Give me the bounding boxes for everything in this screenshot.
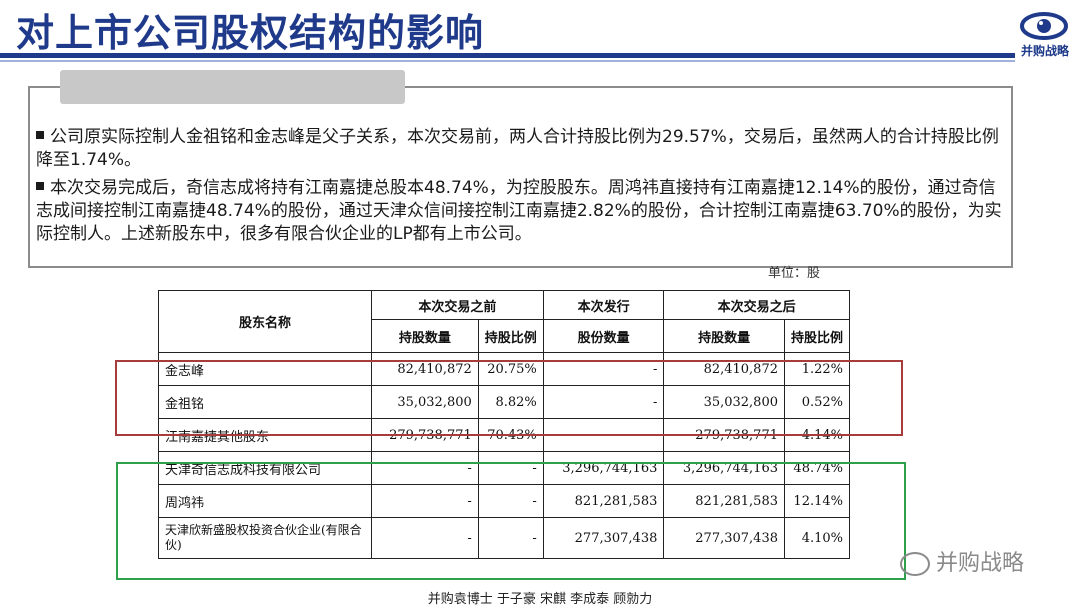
header-before-shares: 持股数量 (371, 319, 479, 353)
cell-after-shares: 277,307,438 (663, 517, 785, 559)
unit-label: 单位：股 (768, 266, 821, 281)
cell-after-shares: 821,281,583 (663, 484, 785, 518)
title-underline-thin (0, 60, 1015, 62)
header-before: 本次交易之前 (371, 290, 544, 320)
wechat-icon (900, 552, 930, 576)
cell-before-shares: - (371, 517, 479, 559)
cell-after-ratio: 1.22% (784, 352, 850, 386)
page-title: 对上市公司股权结构的影响 (16, 11, 485, 55)
cell-name: 天津欣新盛股权投资合伙企业(有限合伙) (158, 517, 372, 559)
cell-issue: 821,281,583 (542, 484, 665, 518)
cell-after-ratio: 0.52% (784, 385, 850, 419)
header-before-ratio: 持股比例 (477, 319, 544, 353)
bullet-1-text: 公司原实际控制人金祖铭和金志峰是父子关系，本次交易前，两人合计持股比例为29.5… (36, 127, 999, 170)
redacted-area (60, 70, 405, 104)
table-row: 金祖铭 35,032,800 8.82% - 35,032,800 0.52% (158, 385, 850, 419)
header-issue: 本次发行 (542, 290, 665, 320)
table-row: 金志峰 82,410,872 20.75% - 82,410,872 1.22% (158, 352, 850, 386)
cell-name: 金祖铭 (158, 385, 372, 419)
cell-before-ratio: 8.82% (477, 385, 544, 419)
watermark-text: 并购战略 (936, 551, 1025, 576)
highlight-box-former-controllers (115, 360, 903, 436)
logo-text: 并购战略 (1020, 44, 1069, 58)
bullet-2: 本次交易完成后，奇信志成将持有江南嘉捷总股本48.74%，为控股股东。周鸿祎直接… (36, 177, 1006, 246)
header-name: 股东名称 (158, 290, 372, 353)
bullet-1: 公司原实际控制人金祖铭和金志峰是父子关系，本次交易前，两人合计持股比例为29.5… (36, 126, 1006, 172)
eye-logo-icon (1020, 12, 1068, 40)
bullet-2-text: 本次交易完成后，奇信志成将持有江南嘉捷总股本48.74%，为控股股东。周鸿祎直接… (36, 178, 1002, 244)
watermark: 并购战略 (900, 545, 1024, 577)
cell-before-shares: - (371, 484, 479, 518)
cell-name: 周鸿祎 (158, 484, 372, 518)
shareholder-table: 股东名称 本次交易之前 本次发行 本次交易之后 持股数量 持股比例 股份数量 持… (158, 290, 850, 559)
bullet-square-icon (36, 182, 44, 190)
cell-before-ratio: 20.75% (477, 352, 544, 386)
cell-before-shares: - (371, 451, 479, 485)
header-issue-shares: 股份数量 (542, 319, 665, 353)
header-after-shares: 持股数量 (663, 319, 785, 353)
cell-before-ratio: - (477, 517, 544, 559)
table-row: 天津奇信志成科技有限公司 - - 3,296,744,163 3,296,744… (158, 451, 850, 485)
cell-after-ratio: 4.10% (784, 517, 850, 559)
cell-issue: 3,296,744,163 (542, 451, 665, 485)
table-row: 周鸿祎 - - 821,281,583 821,281,583 12.14% (158, 484, 850, 518)
summary-box (28, 86, 1013, 268)
table-row: 天津欣新盛股权投资合伙企业(有限合伙) - - 277,307,438 277,… (158, 517, 850, 559)
cell-after-shares: 3,296,744,163 (663, 451, 785, 485)
cell-before-shares: 82,410,872 (371, 352, 479, 386)
cell-name: 金志峰 (158, 352, 372, 386)
footer-credits: 并购袁博士 于子豪 宋麒 李成泰 顾勍力 (427, 592, 653, 607)
highlight-box-new-shareholders (116, 462, 906, 580)
header-after-ratio: 持股比例 (784, 319, 850, 353)
bullet-square-icon (36, 131, 44, 139)
cell-name: 天津奇信志成科技有限公司 (158, 451, 372, 485)
cell-before-ratio: - (477, 484, 544, 518)
cell-issue: - (542, 385, 665, 419)
title-underline (0, 53, 1015, 58)
header-after: 本次交易之后 (663, 290, 850, 320)
cell-before-ratio: - (477, 451, 544, 485)
